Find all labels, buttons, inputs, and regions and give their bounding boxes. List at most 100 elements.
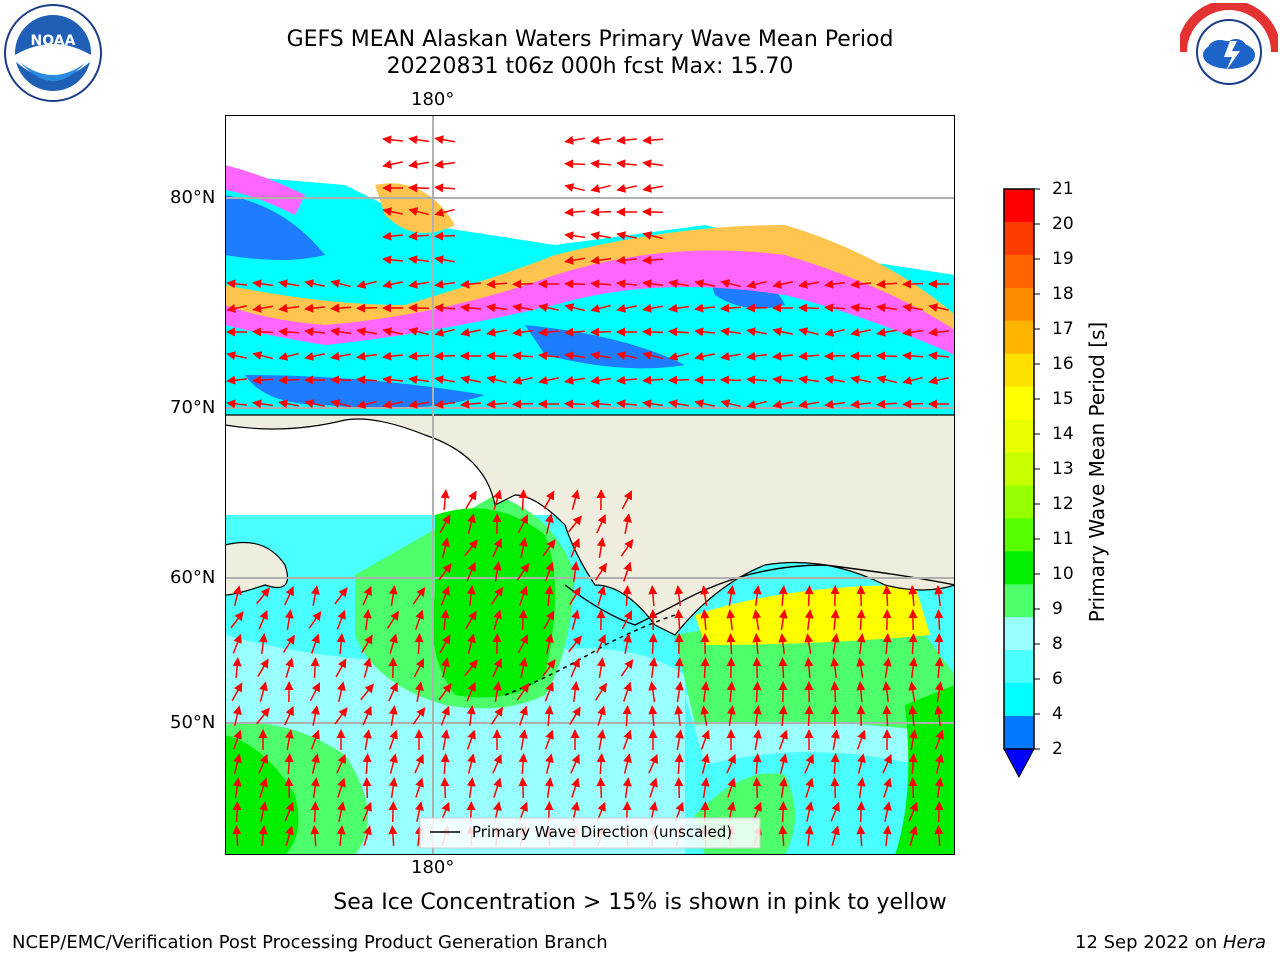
- wave-arrow: [466, 705, 476, 727]
- wave-arrow: [434, 303, 456, 313]
- wave-arrow: [310, 657, 320, 679]
- wave-arrow: [336, 633, 346, 655]
- wave-arrow: [805, 777, 814, 798]
- wave-arrow: [252, 375, 274, 385]
- wave-arrow: [642, 375, 664, 385]
- wave-arrow: [519, 585, 528, 606]
- wave-arrow: [746, 303, 768, 313]
- wave-arrow: [882, 801, 892, 822]
- wave-arrow: [596, 514, 606, 534]
- wave-arrow: [408, 399, 429, 409]
- wave-arrow: [882, 825, 892, 847]
- wave-arrow: [259, 777, 268, 798]
- wave-arrow: [752, 729, 762, 750]
- wave-arrow: [674, 729, 684, 750]
- wave-arrow: [460, 399, 482, 409]
- wave-arrow: [258, 609, 268, 630]
- wave-arrow: [408, 183, 430, 193]
- wave-arrow: [596, 657, 606, 678]
- wave-arrow: [856, 729, 866, 750]
- wave-arrow: [389, 753, 398, 774]
- wave-arrow: [493, 777, 502, 798]
- footer-host: Hera: [1222, 932, 1266, 953]
- wave-arrow: [412, 587, 426, 605]
- wave-arrow: [414, 633, 424, 655]
- wave-arrow: [330, 327, 352, 337]
- wave-arrow: [512, 279, 534, 289]
- wave-arrow: [252, 303, 273, 313]
- wave-arrow: [700, 609, 710, 631]
- wave-arrow: [674, 705, 684, 727]
- wave-arrow: [935, 753, 944, 774]
- wave-arrow: [512, 327, 534, 337]
- wave-arrow: [356, 351, 378, 361]
- wave-arrow: [642, 351, 663, 360]
- wave-arrow: [310, 585, 320, 606]
- wave-arrow: [596, 777, 606, 799]
- bottom-lon-label: 180°: [411, 857, 455, 878]
- wave-arrow: [512, 303, 533, 313]
- wave-arrow: [356, 280, 377, 289]
- wave-arrow: [570, 561, 580, 583]
- wave-arrow: [362, 705, 372, 726]
- wave-arrow: [226, 399, 248, 409]
- wave-arrow: [590, 351, 611, 361]
- wave-arrow: [304, 279, 325, 289]
- wave-arrow: [571, 609, 580, 630]
- wave-arrow: [434, 328, 455, 337]
- wave-arrow: [590, 375, 612, 385]
- top-lon-label: 180°: [411, 89, 455, 110]
- wave-arrow: [850, 327, 871, 337]
- wave-arrow: [746, 327, 767, 337]
- wave-arrow: [726, 633, 736, 655]
- wave-arrow: [620, 659, 634, 677]
- wave-arrow: [928, 327, 950, 337]
- wave-arrow: [382, 135, 404, 145]
- wave-arrow: [232, 633, 242, 654]
- wave-arrow: [694, 399, 715, 409]
- wave-arrow: [569, 706, 581, 725]
- wave-arrow: [545, 513, 554, 534]
- wave-arrow: [434, 399, 456, 409]
- wave-arrow: [304, 327, 326, 337]
- wave-arrow: [752, 753, 762, 775]
- wave-arrow: [434, 135, 455, 145]
- colorbar-tick-label: 18: [1052, 284, 1074, 304]
- wave-arrow: [414, 681, 424, 702]
- wave-arrow: [908, 705, 918, 727]
- wave-arrow: [876, 375, 897, 384]
- wave-arrow: [908, 633, 918, 655]
- wave-arrow: [674, 753, 684, 775]
- wave-arrow: [465, 490, 477, 509]
- wave-arrow: [226, 351, 247, 361]
- wave-arrow: [538, 327, 560, 337]
- wave-arrow: [434, 159, 456, 169]
- colorbar-segment: [1004, 650, 1034, 684]
- wave-arrow: [330, 351, 351, 361]
- colorbar-label: Primary Wave Mean Period [s]: [1085, 321, 1109, 623]
- wave-arrow: [594, 562, 608, 581]
- wave-arrow: [434, 208, 455, 217]
- wave-arrow: [720, 351, 741, 361]
- map-legend: [419, 817, 761, 849]
- colorbar-tick-label: 4: [1052, 704, 1063, 724]
- wave-arrow: [257, 658, 269, 677]
- wave-arrow: [694, 351, 715, 361]
- wave-arrow: [408, 135, 430, 145]
- wave-arrow: [408, 279, 429, 289]
- wave-arrow: [831, 825, 840, 846]
- wave-arrow: [622, 777, 632, 799]
- wave-arrow: [337, 777, 346, 798]
- wave-arrow: [258, 754, 268, 774]
- wave-arrow: [934, 777, 944, 799]
- wave-arrow: [232, 729, 242, 750]
- wave-arrow: [360, 683, 374, 701]
- wave-arrow: [746, 400, 767, 409]
- wave-arrow: [798, 351, 820, 361]
- wave-arrow: [388, 801, 398, 823]
- wave-arrow: [382, 327, 403, 337]
- wave-arrow: [278, 327, 300, 337]
- wave-arrow: [466, 681, 476, 702]
- wave-arrow: [258, 801, 268, 822]
- wave-arrow: [830, 801, 840, 822]
